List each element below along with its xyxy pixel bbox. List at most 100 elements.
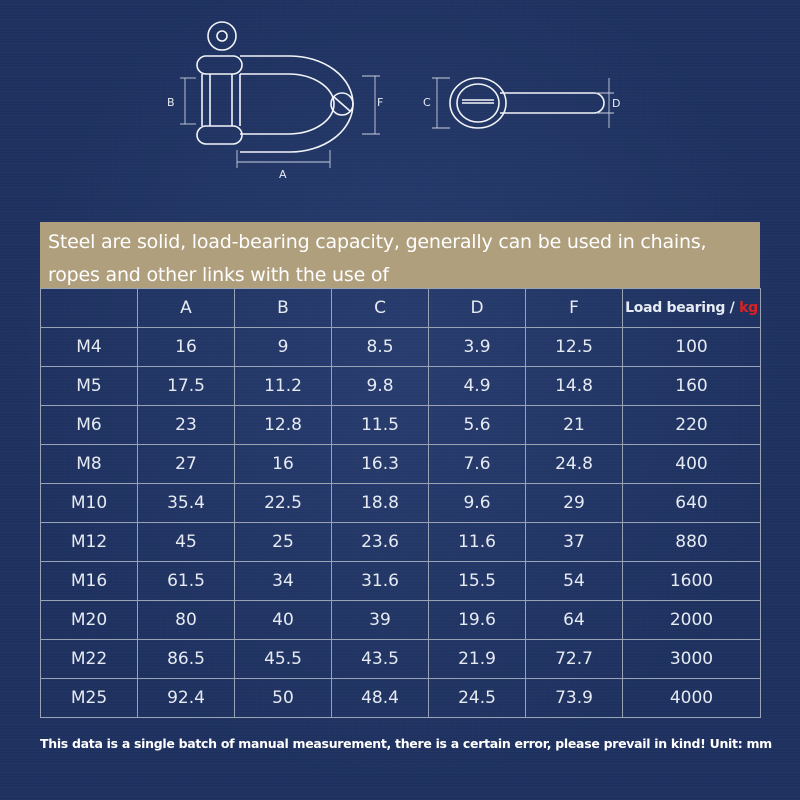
- value-cell: 64: [525, 600, 623, 640]
- value-cell: 5.6: [428, 405, 526, 445]
- table-row: M10 35.4 22.5 18.8 9.6 29 640: [40, 483, 761, 523]
- dim-label-b: B: [167, 96, 175, 109]
- value-cell: 880: [622, 522, 761, 562]
- banner-line-2: ropes and other links with the use of: [48, 264, 389, 286]
- size-cell: M4: [40, 327, 138, 367]
- value-cell: 3.9: [428, 327, 526, 367]
- table-row: M22 86.5 45.5 43.5 21.9 72.7 3000: [40, 639, 761, 679]
- value-cell: 12.8: [234, 405, 332, 445]
- description-banner: Steel are solid, load-bearing capacity, …: [40, 222, 760, 288]
- value-cell: 19.6: [428, 600, 526, 640]
- value-cell: 92.4: [137, 678, 235, 718]
- value-cell: 29: [525, 483, 623, 523]
- value-cell: 40: [234, 600, 332, 640]
- value-cell: 16.3: [331, 444, 429, 484]
- value-cell: 23: [137, 405, 235, 445]
- value-cell: 9: [234, 327, 332, 367]
- value-cell: 16: [137, 327, 235, 367]
- dim-label-c: C: [423, 96, 431, 109]
- value-cell: 86.5: [137, 639, 235, 679]
- value-cell: 1600: [622, 561, 761, 601]
- value-cell: 24.5: [428, 678, 526, 718]
- value-cell: 16: [234, 444, 332, 484]
- value-cell: 4.9: [428, 366, 526, 406]
- value-cell: 400: [622, 444, 761, 484]
- table-row: M20 80 40 39 19.6 64 2000: [40, 600, 761, 640]
- table-row: M25 92.4 50 48.4 24.5 73.9 4000: [40, 678, 761, 718]
- value-cell: 22.5: [234, 483, 332, 523]
- value-cell: 21: [525, 405, 623, 445]
- load-bearing-label: Load bearing /: [625, 300, 735, 316]
- value-cell: 24.8: [525, 444, 623, 484]
- header-cell: [40, 288, 138, 328]
- value-cell: 45: [137, 522, 235, 562]
- table-row: M4 16 9 8.5 3.9 12.5 100: [40, 327, 761, 367]
- size-cell: M16: [40, 561, 138, 601]
- value-cell: 2000: [622, 600, 761, 640]
- table-row: M6 23 12.8 11.5 5.6 21 220: [40, 405, 761, 445]
- value-cell: 31.6: [331, 561, 429, 601]
- table-row: M5 17.5 11.2 9.8 4.9 14.8 160: [40, 366, 761, 406]
- load-unit-label: kg: [739, 300, 758, 316]
- table-row: M12 45 25 23.6 11.6 37 880: [40, 522, 761, 562]
- value-cell: 43.5: [331, 639, 429, 679]
- value-cell: 27: [137, 444, 235, 484]
- size-cell: M6: [40, 405, 138, 445]
- value-cell: 14.8: [525, 366, 623, 406]
- header-cell-f: F: [525, 288, 623, 328]
- value-cell: 37: [525, 522, 623, 562]
- value-cell: 8.5: [331, 327, 429, 367]
- value-cell: 72.7: [525, 639, 623, 679]
- value-cell: 73.9: [525, 678, 623, 718]
- size-cell: M10: [40, 483, 138, 523]
- value-cell: 160: [622, 366, 761, 406]
- value-cell: 35.4: [137, 483, 235, 523]
- value-cell: 23.6: [331, 522, 429, 562]
- value-cell: 25: [234, 522, 332, 562]
- value-cell: 11.6: [428, 522, 526, 562]
- header-cell-load-bearing: Load bearing / kg: [622, 288, 761, 328]
- size-cell: M8: [40, 444, 138, 484]
- value-cell: 15.5: [428, 561, 526, 601]
- value-cell: 34: [234, 561, 332, 601]
- value-cell: 220: [622, 405, 761, 445]
- value-cell: 11.5: [331, 405, 429, 445]
- shackle-diagram: B F A C D: [167, 21, 620, 181]
- banner-line-1: Steel are solid, load-bearing capacity, …: [48, 231, 707, 253]
- value-cell: 640: [622, 483, 761, 523]
- value-cell: 18.8: [331, 483, 429, 523]
- dim-label-d: D: [612, 97, 620, 110]
- size-cell: M25: [40, 678, 138, 718]
- value-cell: 100: [622, 327, 761, 367]
- value-cell: 48.4: [331, 678, 429, 718]
- value-cell: 4000: [622, 678, 761, 718]
- table-row: M8 27 16 16.3 7.6 24.8 400: [40, 444, 761, 484]
- value-cell: 3000: [622, 639, 761, 679]
- value-cell: 7.6: [428, 444, 526, 484]
- value-cell: 9.6: [428, 483, 526, 523]
- dim-label-f: F: [377, 96, 383, 109]
- value-cell: 11.2: [234, 366, 332, 406]
- header-cell-c: C: [331, 288, 429, 328]
- value-cell: 54: [525, 561, 623, 601]
- header-cell-b: B: [234, 288, 332, 328]
- table-header-row: A B C D F Load bearing / kg: [40, 288, 761, 328]
- value-cell: 17.5: [137, 366, 235, 406]
- size-cell: M22: [40, 639, 138, 679]
- value-cell: 80: [137, 600, 235, 640]
- spec-table: A B C D F Load bearing / kg M4 16 9 8.5 3.9 1…: [40, 288, 761, 718]
- dim-label-a: A: [279, 168, 287, 181]
- value-cell: 39: [331, 600, 429, 640]
- header-cell-a: A: [137, 288, 235, 328]
- size-cell: M20: [40, 600, 138, 640]
- value-cell: 50: [234, 678, 332, 718]
- value-cell: 61.5: [137, 561, 235, 601]
- footnote: This data is a single batch of manual me…: [40, 736, 772, 751]
- header-cell-d: D: [428, 288, 526, 328]
- value-cell: 21.9: [428, 639, 526, 679]
- value-cell: 45.5: [234, 639, 332, 679]
- value-cell: 12.5: [525, 327, 623, 367]
- banner-text: Steel are solid, load-bearing capacity, …: [48, 226, 760, 292]
- size-cell: M5: [40, 366, 138, 406]
- value-cell: 9.8: [331, 366, 429, 406]
